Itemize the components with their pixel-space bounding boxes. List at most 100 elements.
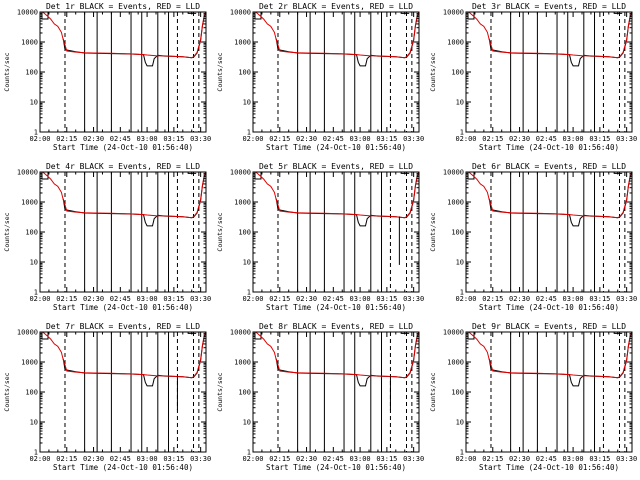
y-tick-label: 1 — [34, 449, 38, 457]
detector-panel: Det 6r BLACK = Events, RED = LLD 1 10 100 10… — [426, 160, 639, 320]
chart-title: Det 4r BLACK = Events, RED = LLD — [46, 162, 200, 171]
x-tick-label: 02:30 — [296, 295, 317, 303]
y-tick-label: 10 — [30, 259, 38, 267]
series-group — [255, 172, 419, 265]
bracket-marker-left — [254, 332, 262, 340]
y-tick-label: 1000 — [447, 199, 464, 207]
x-tick-label: 03:15 — [376, 295, 397, 303]
detector-panel: Det 4r BLACK = Events, RED = LLD 1 10 100 10… — [0, 160, 213, 320]
x-tick-label: 02:45 — [536, 295, 557, 303]
detector-chart: Det 3r BLACK = Events, RED = LLD 1 10 100 10… — [429, 2, 637, 152]
y-axis-label: Counts/sec — [216, 52, 224, 91]
y-tick-label: 1000 — [21, 359, 38, 367]
y-tick-label: 1 — [247, 449, 251, 457]
lld-series-line — [468, 12, 632, 59]
bracket-marker-left — [41, 172, 49, 180]
detector-chart: Det 7r BLACK = Events, RED = LLD 1 10 100 10… — [3, 322, 211, 472]
y-tick-label: 100 — [451, 229, 464, 237]
x-axis-label: Start Time (24-Oct-10 01:56:40) — [53, 303, 193, 312]
lld-series-line — [42, 12, 206, 59]
x-tick-label: 02:30 — [509, 455, 530, 463]
y-axis-label: Counts/sec — [429, 212, 437, 251]
x-tick-label: 02:00 — [242, 295, 263, 303]
x-tick-label: 03:00 — [350, 295, 371, 303]
detector-panel: Det 7r BLACK = Events, RED = LLD 1 10 100 10… — [0, 320, 213, 480]
y-tick-label: 1000 — [447, 359, 464, 367]
lld-series-line — [255, 332, 419, 379]
y-tick-label: 1000 — [234, 39, 251, 47]
y-tick-label: 10000 — [230, 9, 251, 17]
y-axis-label: Counts/sec — [429, 372, 437, 411]
x-tick-label: 03:15 — [589, 135, 610, 143]
x-tick-label: 03:00 — [563, 135, 584, 143]
y-axis-label: Counts/sec — [3, 372, 11, 411]
x-tick-label: 02:15 — [56, 455, 77, 463]
lld-series-line — [42, 172, 206, 219]
detector-panel: Det 3r BLACK = Events, RED = LLD 1 10 100 10… — [426, 0, 639, 160]
detector-chart: Det 1r BLACK = Events, RED = LLD 1 10 100 10… — [3, 2, 211, 152]
detector-chart: Det 2r BLACK = Events, RED = LLD 1 10 100 10… — [216, 2, 424, 152]
x-tick-label: 02:15 — [56, 135, 77, 143]
chart-title: Det 7r BLACK = Events, RED = LLD — [46, 322, 200, 331]
x-tick-label: 03:00 — [137, 455, 158, 463]
x-tick-label: 02:45 — [110, 295, 131, 303]
bracket-marker-left — [41, 332, 49, 340]
detector-chart: Det 6r BLACK = Events, RED = LLD 1 10 100 10… — [429, 162, 637, 312]
x-tick-label: 02:45 — [323, 135, 344, 143]
detector-chart: Det 8r BLACK = Events, RED = LLD 1 10 100 10… — [216, 322, 424, 472]
y-tick-label: 10 — [456, 259, 464, 267]
x-tick-label: 03:00 — [563, 295, 584, 303]
series-group — [468, 332, 632, 387]
y-tick-label: 1 — [460, 449, 464, 457]
x-tick-label: 03:15 — [163, 455, 184, 463]
y-tick-label: 100 — [238, 69, 251, 77]
y-axis-label: Counts/sec — [216, 212, 224, 251]
y-tick-label: 100 — [451, 389, 464, 397]
lld-series-line — [255, 172, 419, 219]
lld-series-line — [468, 172, 632, 219]
x-tick-label: 02:00 — [29, 135, 50, 143]
x-tick-label: 03:30 — [403, 455, 424, 463]
x-tick-label: 02:30 — [83, 295, 104, 303]
x-tick-label: 03:30 — [616, 295, 637, 303]
y-tick-label: 10000 — [443, 169, 464, 177]
y-axis-label: Counts/sec — [3, 52, 11, 91]
x-tick-label: 03:00 — [137, 135, 158, 143]
x-tick-label: 02:45 — [323, 455, 344, 463]
y-tick-label: 10000 — [443, 329, 464, 337]
detector-panel: Det 9r BLACK = Events, RED = LLD 1 10 100 10… — [426, 320, 639, 480]
chart-title: Det 1r BLACK = Events, RED = LLD — [46, 2, 200, 11]
bracket-marker-left — [467, 332, 475, 340]
series-group — [255, 12, 419, 67]
y-tick-label: 10000 — [17, 169, 38, 177]
y-tick-label: 1000 — [447, 39, 464, 47]
x-tick-label: 02:15 — [269, 455, 290, 463]
x-tick-label: 03:15 — [589, 295, 610, 303]
bracket-marker-left — [254, 172, 262, 180]
y-tick-label: 100 — [25, 69, 38, 77]
x-tick-label: 02:45 — [110, 135, 131, 143]
series-group — [255, 332, 419, 411]
y-tick-label: 1 — [34, 129, 38, 137]
x-tick-label: 03:30 — [403, 295, 424, 303]
y-axis-label: Counts/sec — [216, 372, 224, 411]
x-tick-label: 03:15 — [163, 135, 184, 143]
y-tick-label: 10000 — [230, 329, 251, 337]
x-axis-label: Start Time (24-Oct-10 01:56:40) — [479, 463, 619, 472]
chart-title: Det 9r BLACK = Events, RED = LLD — [472, 322, 626, 331]
x-tick-label: 02:00 — [242, 455, 263, 463]
detector-chart: Det 5r BLACK = Events, RED = LLD 1 10 100 10… — [216, 162, 424, 312]
x-tick-label: 02:30 — [83, 135, 104, 143]
x-tick-label: 02:30 — [509, 135, 530, 143]
detector-chart: Det 4r BLACK = Events, RED = LLD 1 10 100 10… — [3, 162, 211, 312]
x-axis-label: Start Time (24-Oct-10 01:56:40) — [266, 463, 406, 472]
y-tick-label: 1 — [460, 129, 464, 137]
x-tick-label: 02:45 — [323, 295, 344, 303]
x-tick-label: 02:00 — [29, 295, 50, 303]
detector-chart: Det 9r BLACK = Events, RED = LLD 1 10 100 10… — [429, 322, 637, 472]
bracket-marker-left — [254, 12, 262, 20]
x-tick-label: 02:15 — [56, 295, 77, 303]
chart-title: Det 6r BLACK = Events, RED = LLD — [472, 162, 626, 171]
series-group — [468, 172, 632, 227]
